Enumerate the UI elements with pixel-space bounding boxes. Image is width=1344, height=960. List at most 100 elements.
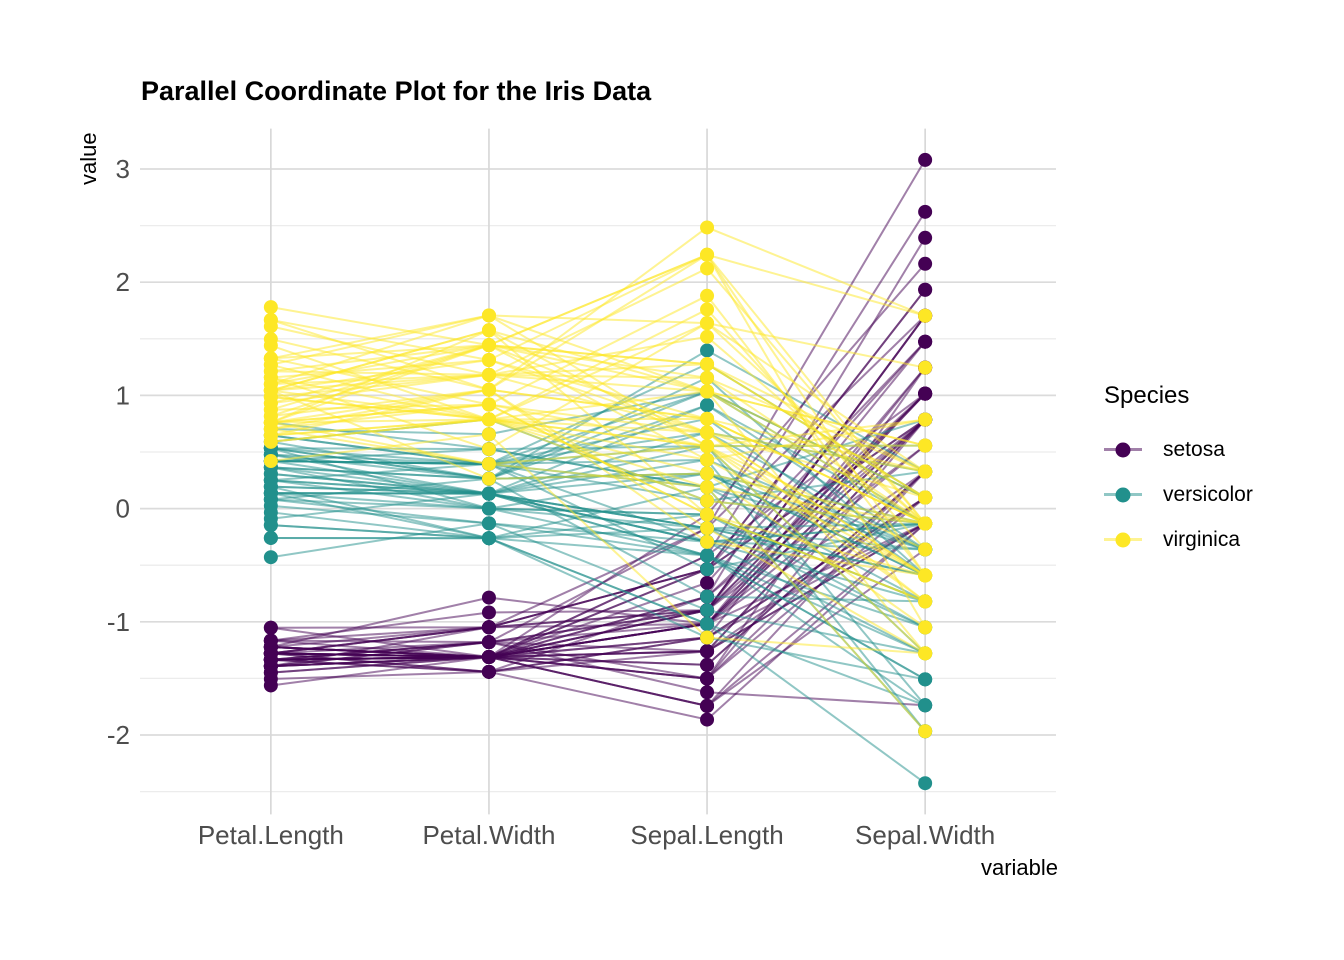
legend-label-virginica: virginica: [1163, 527, 1241, 551]
data-point: [481, 516, 496, 531]
data-point: [700, 630, 715, 645]
parcoord-line: [270, 373, 926, 525]
data-point: [918, 776, 933, 791]
parcoord-line: [270, 522, 926, 655]
data-point: [918, 204, 933, 219]
data-point: [918, 542, 933, 557]
data-point: [700, 480, 715, 495]
data-point: [700, 698, 715, 713]
parcoord-line: [270, 511, 926, 681]
data-point: [263, 434, 278, 449]
data-point: [918, 516, 933, 531]
parcoord-line: [270, 341, 926, 659]
parcoord-line: [270, 344, 926, 473]
parcoord-line: [270, 477, 926, 603]
parcoord-line: [270, 522, 926, 721]
parcoord-line: [270, 444, 926, 661]
legend: Species setosa versicolor virginica: [1104, 382, 1253, 562]
parcoord-line: [270, 321, 926, 473]
data-point: [700, 261, 715, 276]
x-tick-label: Sepal.Length: [630, 820, 783, 850]
data-point: [918, 438, 933, 453]
data-point: [918, 724, 933, 739]
data-point: [700, 493, 715, 508]
legend-entry-versicolor: versicolor: [1104, 472, 1253, 517]
points-virginica: [263, 220, 933, 739]
parcoord-line: [270, 418, 926, 655]
data-point: [700, 370, 715, 385]
data-point: [918, 308, 933, 323]
y-tick-label: -1: [107, 607, 130, 637]
data-point: [700, 302, 715, 317]
parcoord-line: [270, 253, 926, 576]
legend-key-virginica-icon: [1104, 532, 1142, 548]
legend-key-dot: [1115, 487, 1131, 502]
data-point: [481, 367, 496, 382]
x-tick-label: Petal.Width: [422, 820, 555, 850]
data-point: [700, 657, 715, 672]
parcoord-line: [270, 522, 926, 661]
data-point: [481, 650, 496, 665]
data-point: [263, 466, 278, 481]
legend-entry-virginica: virginica: [1104, 517, 1253, 562]
data-point: [481, 442, 496, 457]
data-point: [700, 466, 715, 481]
data-point: [918, 646, 933, 661]
data-point: [481, 338, 496, 353]
data-point: [700, 316, 715, 331]
data-point: [700, 329, 715, 344]
x-axis-title: variable: [980, 855, 1058, 880]
data-point: [700, 439, 715, 454]
data-point: [700, 562, 715, 577]
data-point: [918, 490, 933, 505]
data-point: [918, 230, 933, 245]
parcoord-line: [270, 418, 926, 489]
parcoord-line: [270, 314, 926, 369]
data-point: [700, 616, 715, 631]
data-point: [918, 334, 933, 349]
data-point: [263, 351, 278, 366]
data-point: [263, 550, 278, 565]
data-point: [263, 396, 278, 411]
parcoord-line: [270, 403, 926, 655]
data-point: [918, 360, 933, 375]
data-point: [700, 425, 715, 440]
parcoord-line: [270, 421, 926, 577]
chart-title: Parallel Coordinate Plot for the Iris Da…: [141, 76, 652, 106]
parcoord-line: [270, 418, 926, 525]
parcoord-points: [263, 152, 933, 791]
parcoord-line: [270, 479, 926, 530]
parcoord-line: [270, 226, 926, 391]
data-point: [700, 671, 715, 686]
legend-key-versicolor-icon: [1104, 487, 1142, 503]
data-point: [918, 672, 933, 687]
data-point: [918, 386, 933, 401]
y-axis-title: value: [76, 132, 101, 185]
parcoord-line: [270, 418, 926, 525]
parcoord-line: [270, 253, 926, 525]
x-tick-label: Sepal.Width: [855, 820, 995, 850]
data-point: [918, 282, 933, 297]
parcoord-line: [270, 485, 926, 577]
data-point: [263, 454, 278, 469]
data-point: [481, 501, 496, 516]
data-point: [700, 343, 715, 358]
data-point: [918, 464, 933, 479]
data-point: [700, 521, 715, 536]
y-tick-labels: 3 2 1 0 -1 -2: [107, 154, 130, 750]
data-point: [263, 678, 278, 693]
data-point: [700, 357, 715, 372]
data-point: [263, 530, 278, 545]
data-point: [481, 471, 496, 486]
x-category-labels: Petal.Length Petal.Width Sepal.Length Sepal…: [198, 820, 995, 850]
data-point: [918, 698, 933, 713]
legend-entry-setosa: setosa: [1104, 427, 1253, 472]
y-tick-label: -2: [107, 720, 130, 750]
data-point: [700, 712, 715, 727]
data-point: [481, 323, 496, 338]
data-point: [918, 412, 933, 427]
legend-label-versicolor: versicolor: [1163, 482, 1253, 506]
legend-title: Species: [1104, 382, 1190, 409]
data-point: [700, 247, 715, 262]
